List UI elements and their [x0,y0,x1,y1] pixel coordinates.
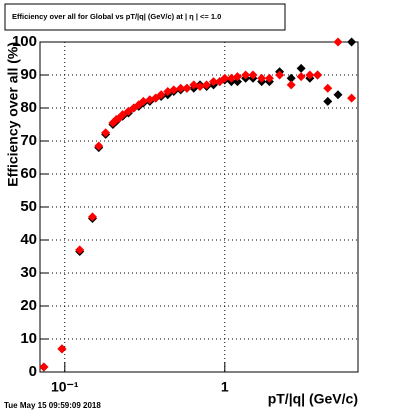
timestamp: Tue May 15 09:59:09 2018 [4,401,101,410]
data-point [296,72,306,82]
title-box [4,3,286,31]
plot-frame [39,41,359,373]
data-point [220,73,230,83]
data-point [296,63,306,73]
data-point [118,110,128,120]
data-point [305,70,315,80]
chart-title: Efficiency over all for Global vs pT/|q|… [12,12,221,21]
y-tick-label: 10 [20,330,37,347]
data-point [195,82,205,92]
data-point [333,37,343,47]
data-point [323,83,333,93]
y-tick-label: 50 [20,198,37,215]
y-tick-label: 90 [20,66,37,83]
data-point [87,212,97,222]
data-point [101,128,111,138]
data-point [323,96,333,106]
data-point [75,245,85,255]
data-point [39,362,49,372]
data-point [333,90,343,100]
x-tick-label: 10⁻¹ [51,379,79,395]
data-point [208,77,218,87]
data-point [313,70,323,80]
data-point [347,93,357,103]
data-point [248,70,258,80]
data-point [286,73,296,83]
y-tick-label: 60 [20,165,37,182]
y-tick-label: 70 [20,132,37,149]
data-point [156,90,166,100]
data-point [347,37,357,47]
y-tick-label: 100 [12,33,37,50]
y-tick-label: 80 [20,99,37,116]
y-axis-label: Efficiency over all (%) [5,42,21,187]
data-point [257,73,267,83]
x-axis-label: pT/|q| (GeV/c) [268,391,358,407]
y-tick-label: 0 [29,363,37,380]
data-point [232,77,242,87]
data-point [241,70,251,80]
data-point [202,80,212,90]
data-point [182,83,192,93]
y-tick-label: 40 [20,231,37,248]
data-point [264,73,274,83]
data-point [232,72,242,82]
y-tick-label: 20 [20,297,37,314]
data-point [94,141,104,151]
data-point [138,96,148,106]
data-point [176,83,186,93]
data-point [169,85,179,95]
x-tick-label: 1 [221,379,229,395]
data-point [189,80,199,90]
y-tick-label: 30 [20,264,37,281]
data-point [275,70,285,80]
data-point [286,80,296,90]
data-point [57,344,67,354]
